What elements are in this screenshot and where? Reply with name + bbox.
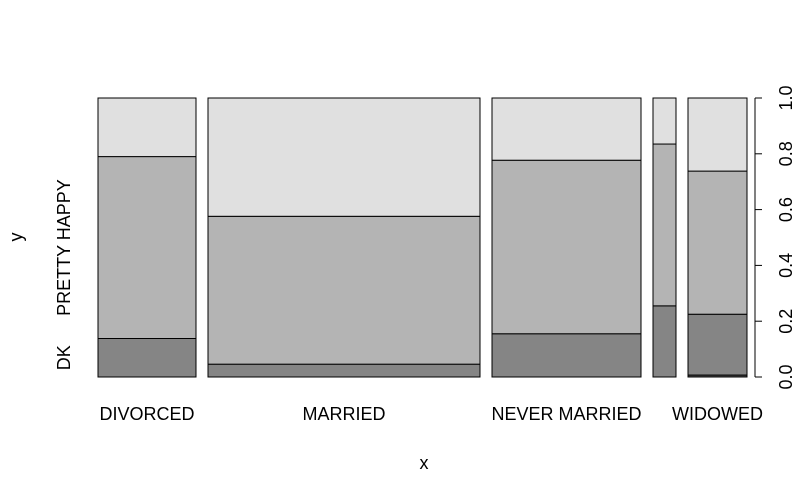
- mosaic-column-border: [207, 97, 481, 378]
- x-tick-labels: DIVORCED MARRIED NEVER MARRIED WIDOWED: [99, 404, 763, 424]
- mosaic-column-border: [687, 97, 748, 378]
- mosaic-segment-widowed-3: [687, 97, 748, 172]
- y-tick-label: 0.6: [776, 197, 796, 222]
- y-tick-label: 1.0: [776, 85, 796, 110]
- x-tick-label: NEVER MARRIED: [491, 404, 641, 424]
- mosaic-column-border: [97, 97, 197, 378]
- y-tick-label: 0.2: [776, 309, 796, 334]
- y-axis-label: y: [6, 233, 26, 242]
- mosaic-segment-married-0: [207, 363, 481, 378]
- mosaic-segment-unlabeled-2: [652, 97, 677, 145]
- mosaic-segment-never-married-1: [491, 159, 642, 335]
- y-tick-label-left: PRETTY HAPPY: [54, 179, 74, 316]
- y-tick-label-left: DK: [54, 345, 74, 370]
- mosaic-segment-never-married-2: [491, 97, 642, 161]
- mosaic-segment-never-married-0: [491, 333, 642, 378]
- x-tick-label: WIDOWED: [672, 404, 763, 424]
- x-axis-label: x: [420, 453, 429, 473]
- mosaic-segment-divorced-1: [97, 156, 197, 339]
- mosaic-segment-married-1: [207, 215, 481, 365]
- y-tick-label: 0.8: [776, 141, 796, 166]
- y-tick-label: 0.4: [776, 253, 796, 278]
- x-tick-label: DIVORCED: [99, 404, 194, 424]
- mosaic-segment-widowed-1: [687, 313, 748, 376]
- y-tick-label: 0.0: [776, 364, 796, 389]
- mosaic-segment-divorced-0: [97, 337, 197, 378]
- mosaic-column-border: [652, 97, 677, 378]
- mosaic-column-border: [491, 97, 642, 378]
- x-tick-label: MARRIED: [302, 404, 385, 424]
- mosaic-columns: [97, 97, 748, 378]
- y-tick-labels-left: DK PRETTY HAPPY: [54, 179, 74, 370]
- mosaic-segment-divorced-2: [97, 97, 197, 158]
- mosaic-segment-unlabeled-1: [652, 143, 677, 307]
- mosaic-segment-unlabeled-0: [652, 305, 677, 378]
- mosaic-segment-married-2: [207, 97, 481, 217]
- mosaic-segment-widowed-2: [687, 170, 748, 315]
- y-axis-right: 0.0 0.2 0.4 0.6 0.8 1.0: [754, 85, 796, 390]
